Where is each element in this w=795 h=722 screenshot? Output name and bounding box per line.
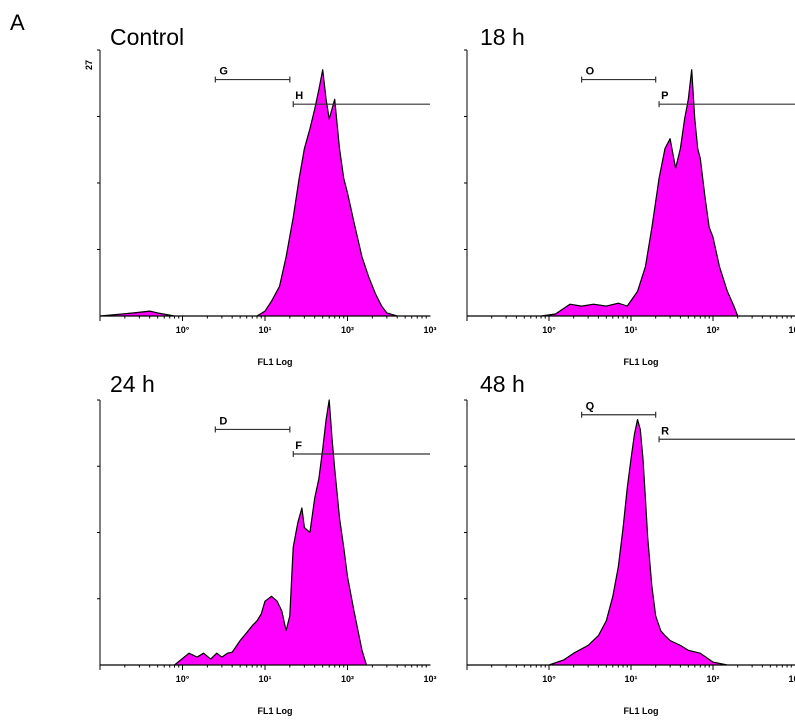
histogram-panel-2: [467, 69, 795, 317]
x-axis-label: FL1 Log: [258, 357, 293, 367]
gate-label-G: G: [219, 66, 228, 78]
panel-2-decor: 18 h 10° 10¹ 10² 10³ FL1 Log O P: [464, 24, 795, 367]
x-tick-label: 10³: [788, 674, 795, 684]
x-axis-label: FL1 Log: [624, 706, 659, 716]
histogram-panel-3: [100, 399, 431, 666]
x-tick-label: 10²: [341, 325, 354, 335]
panel-title: 24 h: [110, 371, 155, 397]
x-tick-label: 10¹: [624, 325, 637, 335]
histogram-area: [467, 419, 795, 666]
x-axis-label: FL1 Log: [258, 706, 293, 716]
panel-title: Control: [110, 24, 184, 50]
gate-label-O: O: [586, 66, 595, 78]
panel-4-decor: 48 h 10° 10¹ 10² 10³ FL1 Log Q R: [464, 371, 795, 716]
x-tick-label: 10°: [542, 325, 556, 335]
gate-label-R: R: [661, 425, 669, 437]
x-tick-label: 10²: [706, 674, 719, 684]
y-max-label: 27: [84, 60, 94, 70]
gate-label-H: H: [295, 90, 303, 102]
histogram-area: [100, 399, 431, 666]
x-tick-label: 10²: [341, 674, 354, 684]
x-tick-label: 10°: [176, 674, 190, 684]
panel-1-decor: Control 27 10° 10¹ 10² 10³ FL1 Log G H: [84, 24, 437, 367]
x-tick-label: 10¹: [624, 674, 637, 684]
panel-3-decor: 24 h 10° 10¹ 10² 10³ FL1 Log D F: [97, 371, 437, 716]
x-tick-label: 10²: [706, 325, 719, 335]
panel-title: 48 h: [480, 371, 525, 397]
x-tick-label: 10³: [788, 325, 795, 335]
x-axis-label: FL1 Log: [624, 357, 659, 367]
panel-letter: A: [10, 10, 25, 35]
x-tick-label: 10¹: [258, 674, 271, 684]
gate-label-D: D: [219, 415, 227, 427]
panel-title: 18 h: [480, 24, 525, 50]
histogram-panel-4: [467, 419, 795, 666]
x-tick-label: 10¹: [258, 325, 271, 335]
gate-label-F: F: [295, 440, 302, 452]
x-tick-label: 10³: [423, 325, 436, 335]
x-tick-label: 10°: [176, 325, 190, 335]
histogram-area: [100, 69, 431, 317]
panels: Control 27 10° 10¹ 10² 10³ FL1 Log G H 18 h 10° 10¹…: [84, 24, 795, 716]
gate-label-P: P: [661, 90, 668, 102]
histogram-area: [467, 69, 795, 317]
x-tick-label: 10³: [423, 674, 436, 684]
x-tick-label: 10°: [542, 674, 556, 684]
histogram-panel-1: [100, 69, 431, 317]
gate-label-Q: Q: [586, 401, 595, 413]
